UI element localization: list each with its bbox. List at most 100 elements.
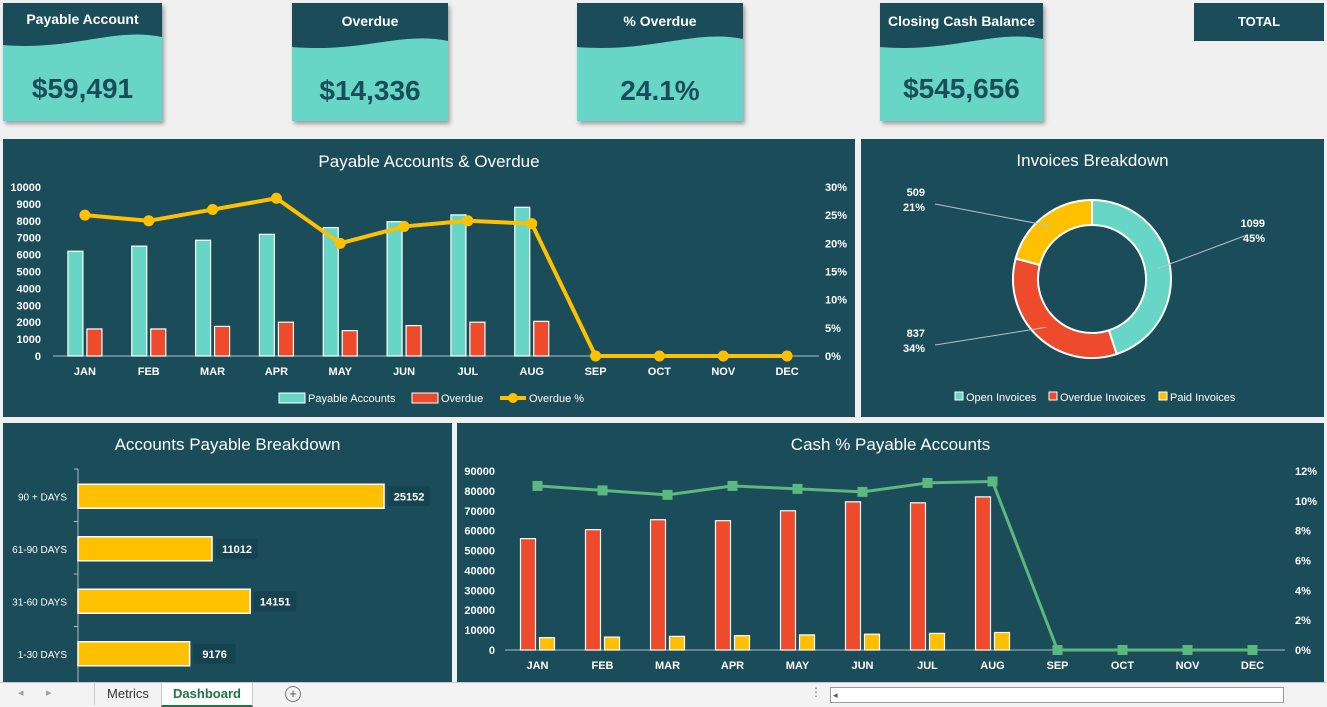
x-axis-tick-label: JAN: [74, 366, 96, 378]
y2-axis-tick-label: 2%: [1295, 615, 1311, 627]
kpi-value: $545,656: [903, 73, 1020, 104]
tab-dashboard[interactable]: Dashboard: [161, 683, 253, 707]
data-label: 11012: [222, 544, 252, 556]
payable-accounts-bar: [450, 214, 467, 357]
add-sheet-icon[interactable]: +: [285, 686, 301, 702]
y-axis-tick-label: 4000: [17, 283, 41, 295]
sheet-tab-bar: ◂ ▸ Metrics Dashboard + ⋮ ◂: [0, 682, 1327, 707]
cash-percent-point: [662, 489, 673, 500]
y2-axis-tick-label: 30%: [825, 182, 847, 194]
cash-payable-chart: 90000 80000 70000 60000 50000 40000 30000 20000…: [464, 466, 1317, 672]
x-axis-tick-label: MAY: [329, 366, 353, 378]
x-axis-tick-label: APR: [265, 366, 288, 378]
overdue-bar: [277, 321, 295, 357]
y-axis-tick-label: 30000: [464, 585, 495, 597]
y2-axis-tick-label: 6%: [1295, 556, 1311, 568]
y-axis-tick-label: 2000: [17, 317, 41, 329]
overdue-percent-point: [143, 215, 155, 227]
data-label-percent: 45%: [1243, 233, 1265, 245]
tab-metrics[interactable]: Metrics: [94, 683, 161, 705]
y2-axis-tick-label: 25%: [825, 210, 847, 222]
legend-swatch: [954, 391, 964, 401]
data-label-box: [193, 643, 236, 664]
y2-axis-tick-label: 8%: [1295, 526, 1311, 538]
overdue-percent-point: [653, 350, 665, 362]
y2-axis-tick-label: 0%: [1295, 645, 1311, 657]
y2-axis-tick-label: 5%: [825, 323, 841, 335]
y2-axis-tick-label: 4%: [1295, 585, 1311, 597]
next-sheet-icon[interactable]: ▸: [46, 687, 52, 699]
overdue-percent-point: [270, 192, 282, 204]
donut-slice: [1091, 198, 1172, 356]
overdue-bar: [469, 321, 486, 357]
cash-bar: [844, 501, 862, 651]
x-axis-tick-label: DEC: [1241, 660, 1264, 672]
data-label-percent: 34%: [903, 343, 925, 355]
payable-overdue-chart: 1000090008000700060005000400030002000100…: [10, 182, 847, 405]
payable-accounts-bar: [322, 226, 339, 357]
horizontal-scrollbar[interactable]: ◂: [830, 687, 1284, 703]
y-axis-tick-label: 0: [489, 645, 495, 657]
y-axis-tick-label: 90 + DAYS: [18, 492, 67, 503]
y2-axis-tick-label: 0%: [825, 351, 841, 363]
more-options-icon[interactable]: ⋮: [810, 685, 822, 699]
y2-axis-tick-label: 10%: [1295, 496, 1317, 508]
cash-percent-point: [922, 477, 933, 488]
x-axis-tick-label: SEP: [585, 366, 607, 378]
x-axis-tick-label: JUN: [851, 660, 873, 672]
kpi-title: Overdue: [341, 13, 399, 29]
ap-breakdown-chart: 90 + DAYS 25152 61-90 DAYS 11012 31-60 DAYS 1…: [12, 468, 431, 682]
legend-label: Overdue %: [529, 393, 584, 405]
overdue-percent-point: [781, 350, 793, 362]
prev-sheet-icon[interactable]: ◂: [18, 687, 24, 699]
legend-label: Overdue: [441, 393, 483, 405]
cash-percent-point: [597, 485, 608, 496]
y2-axis-tick-label: 12%: [1295, 466, 1317, 478]
cash-bar: [909, 502, 927, 651]
cash-percent-point: [792, 483, 803, 494]
overdue-bar: [341, 330, 358, 357]
data-label: 14151: [260, 596, 291, 608]
x-axis-tick-label: MAR: [200, 366, 225, 378]
invoices-breakdown-panel: Invoices Breakdown 1099 45% 837 34% 509 21% Op…: [861, 139, 1324, 417]
x-axis-tick-label: APR: [721, 660, 744, 672]
payable-accounts-bar: [194, 239, 212, 357]
chart-title: Cash % Payable Accounts: [790, 435, 991, 454]
overdue-percent-point: [526, 218, 538, 230]
y2-axis-tick-label: 10%: [825, 295, 847, 307]
x-axis-tick-label: JAN: [526, 660, 548, 672]
overdue-bar: [405, 324, 422, 357]
y-axis-tick-label: 50000: [464, 546, 495, 558]
kpi-card-overdue: Overdue $14,336: [292, 3, 448, 121]
data-label: 25152: [394, 491, 425, 503]
ap-breakdown-panel: Accounts Payable Breakdown 90 + DAYS 2515…: [3, 423, 452, 682]
legend-swatch: [1158, 391, 1168, 401]
scroll-left-icon[interactable]: ◂: [833, 690, 838, 700]
cash-percent-point: [1117, 645, 1128, 655]
overdue-bar: [533, 320, 550, 357]
chart-title: Invoices Breakdown: [1016, 151, 1169, 170]
legend-swatch-payable-accounts: [278, 392, 306, 404]
payable-accounts-bar: [863, 633, 881, 651]
y-axis-tick-label: 5000: [17, 267, 41, 279]
data-label-box: [215, 538, 258, 559]
overdue-percent-line: [84, 196, 788, 358]
x-axis-tick-label: JUN: [393, 366, 415, 378]
y-axis-tick-label: 80000: [464, 486, 495, 498]
cash-percent-point: [1247, 645, 1258, 655]
total-button[interactable]: TOTAL: [1194, 3, 1324, 41]
y-axis-tick-label: 0: [35, 351, 41, 363]
legend-swatch: [1048, 391, 1058, 401]
payable-accounts-bar: [538, 637, 556, 651]
x-axis-tick-label: DEC: [775, 366, 798, 378]
cash-percent-point: [532, 480, 543, 491]
data-label-box: [254, 591, 297, 612]
legend-label: Paid Invoices: [1170, 392, 1236, 404]
payable-accounts-bar: [386, 221, 403, 357]
leader-line: [934, 326, 1047, 346]
kpi-title: % Overdue: [623, 13, 697, 29]
payable-accounts-bar: [668, 635, 686, 651]
overdue-percent-point: [590, 350, 602, 362]
kpi-wave-decoration: [880, 3, 1043, 48]
legend-label: Overdue Invoices: [1060, 392, 1146, 404]
